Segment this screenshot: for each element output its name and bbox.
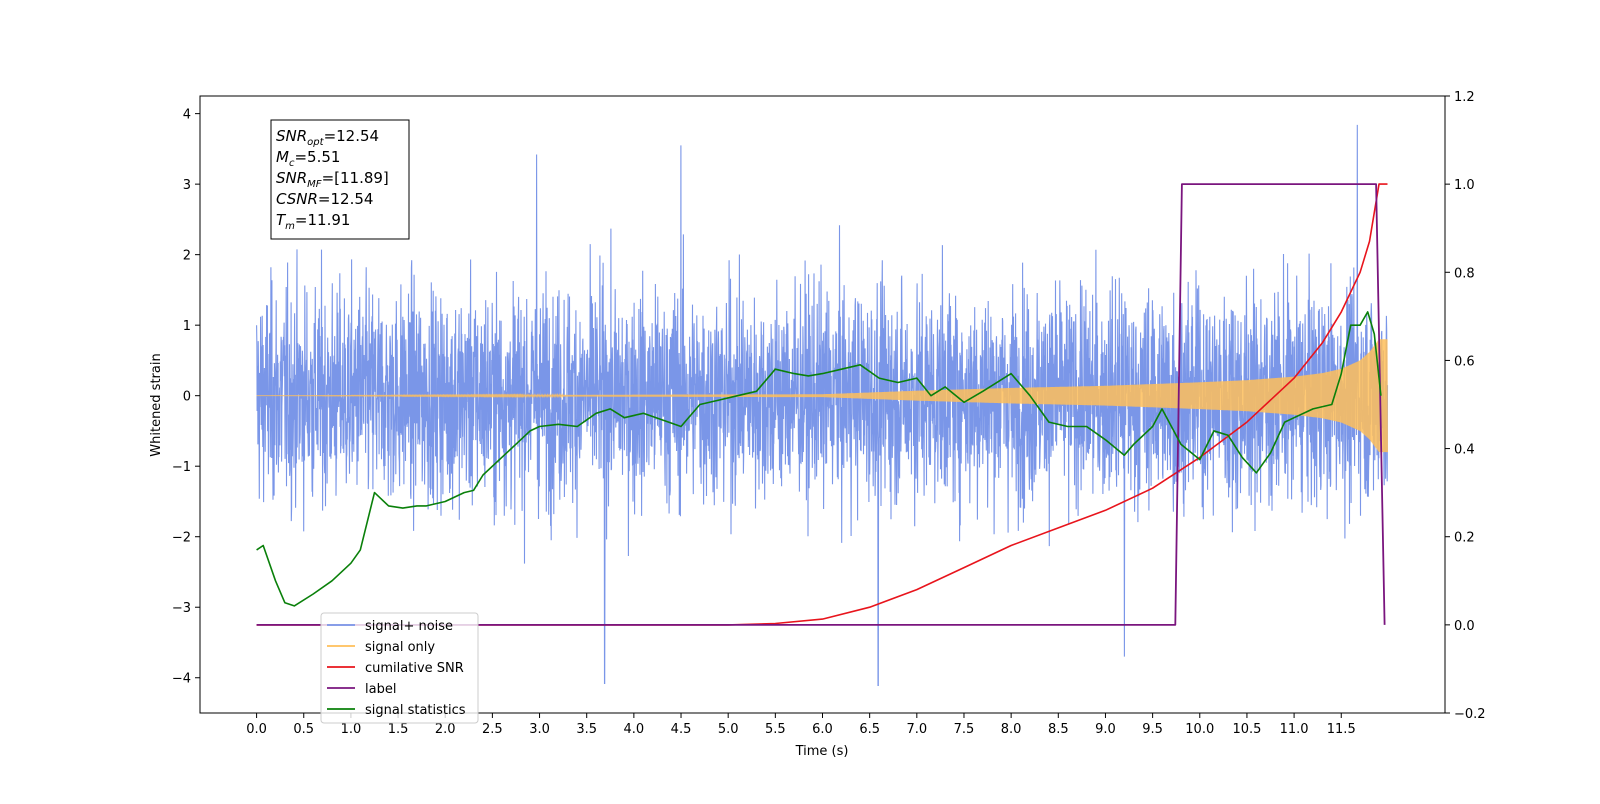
x-tick-label: 0.0 bbox=[246, 722, 267, 737]
x-tick-label: 10.5 bbox=[1232, 722, 1261, 737]
series-label bbox=[256, 183, 1386, 626]
legend-entry: signal statistics bbox=[365, 703, 466, 718]
x-tick-label: 8.5 bbox=[1048, 722, 1069, 737]
legend: signal+ noise signal only cumilative SNR la… bbox=[320, 612, 479, 724]
x-tick-label: 11.5 bbox=[1327, 722, 1356, 737]
x-tick-label: 6.5 bbox=[859, 722, 880, 737]
y-tick-label: 3 bbox=[183, 178, 191, 193]
x-tick-label: 4.5 bbox=[671, 722, 692, 737]
annotation-box: SNRopt=12.54Mc=5.51SNRMF=[11.89]CSNR=12.… bbox=[270, 119, 410, 240]
x-tick-label: 3.5 bbox=[576, 722, 597, 737]
x-tick-label: 9.5 bbox=[1142, 722, 1163, 737]
y-tick-label: −3 bbox=[172, 601, 191, 616]
y2-tick-label: 0.8 bbox=[1454, 266, 1475, 281]
y-tick-label: 2 bbox=[183, 249, 191, 264]
y2-tick-label: −0.2 bbox=[1454, 707, 1486, 722]
series-cumulative-snr bbox=[256, 183, 1388, 626]
y2-tick-label: 0.0 bbox=[1454, 619, 1475, 634]
x-tick-label: 3.0 bbox=[529, 722, 550, 737]
x-tick-label: 6.0 bbox=[812, 722, 833, 737]
axes-layer: 0.0 0.5 1.0 1.5 2.0 2.5 3.0 3.5 4.0 4.5 5.0 5.5 6.0 6… bbox=[172, 90, 1486, 737]
x-tick-label: 8.0 bbox=[1001, 722, 1022, 737]
x-tick-label: 10.0 bbox=[1185, 722, 1214, 737]
series-signal-statistics bbox=[256, 311, 1382, 607]
legend-entry: label bbox=[365, 682, 396, 697]
legend-entry: signal only bbox=[365, 640, 435, 655]
annotation-line: Mc=5.51 bbox=[276, 148, 340, 169]
annotation-line: SNRMF=[11.89] bbox=[276, 169, 389, 190]
y-tick-label: 1 bbox=[183, 319, 191, 334]
plot-layer bbox=[256, 124, 1389, 687]
x-tick-label: 0.5 bbox=[293, 722, 314, 737]
y2-tick-label: 0.2 bbox=[1454, 531, 1475, 546]
y2-tick-label: 0.6 bbox=[1454, 354, 1475, 369]
y-tick-label: −1 bbox=[172, 460, 191, 475]
x-tick-label: 1.0 bbox=[341, 722, 362, 737]
legend-frame bbox=[320, 612, 479, 724]
y2-tick-label: 1.2 bbox=[1454, 90, 1475, 105]
x-tick-label: 7.0 bbox=[906, 722, 927, 737]
y-tick-label: 0 bbox=[183, 390, 191, 405]
y-axis-label: Whitened strain bbox=[149, 353, 164, 456]
x-tick-label: 9.0 bbox=[1095, 722, 1116, 737]
annotation-line: Tm=11.91 bbox=[276, 211, 350, 232]
legend-entry: signal+ noise bbox=[365, 619, 453, 634]
y-tick-label: 4 bbox=[183, 108, 191, 123]
x-tick-label: 4.0 bbox=[624, 722, 645, 737]
y-tick-label: −4 bbox=[172, 672, 191, 687]
y-tick-label: −2 bbox=[172, 531, 191, 546]
annotation-line: CSNR=12.54 bbox=[276, 190, 373, 208]
x-tick-label: 7.5 bbox=[954, 722, 975, 737]
y2-tick-label: 0.4 bbox=[1454, 443, 1475, 458]
x-tick-label: 11.0 bbox=[1280, 722, 1309, 737]
x-tick-label: 5.5 bbox=[765, 722, 786, 737]
annotation-line: SNRopt=12.54 bbox=[276, 127, 379, 148]
y2-tick-label: 1.0 bbox=[1454, 178, 1475, 193]
legend-entry: cumilative SNR bbox=[365, 661, 464, 676]
x-axis-label: Time (s) bbox=[795, 744, 849, 759]
x-tick-label: 1.5 bbox=[388, 722, 409, 737]
series-signal-only bbox=[256, 339, 1388, 453]
x-tick-label: 2.5 bbox=[482, 722, 503, 737]
annotation-frame bbox=[270, 119, 410, 240]
x-tick-label: 5.0 bbox=[718, 722, 739, 737]
x-tick-label: 2.0 bbox=[435, 722, 456, 737]
